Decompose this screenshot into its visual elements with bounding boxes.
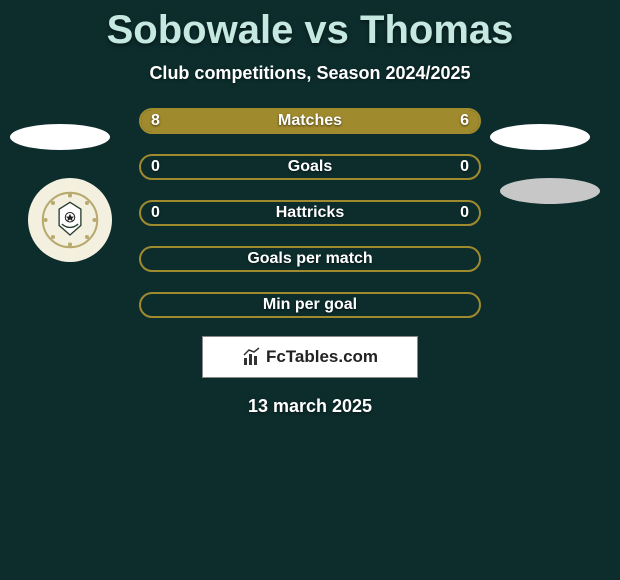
stat-value-right: 0 bbox=[460, 158, 469, 176]
stat-value-right: 0 bbox=[460, 204, 469, 222]
stat-value-right: 6 bbox=[460, 112, 469, 130]
player-badge-right-2 bbox=[500, 178, 600, 204]
stat-value-left: 8 bbox=[151, 112, 160, 130]
stat-label: Min per goal bbox=[263, 296, 357, 314]
page-title: Sobowale vs Thomas bbox=[0, 0, 620, 53]
player-badge-right-1 bbox=[490, 124, 590, 150]
stat-row-hattricks: Hattricks 0 0 bbox=[139, 200, 481, 226]
page-subtitle: Club competitions, Season 2024/2025 bbox=[0, 63, 620, 84]
club-crest-left bbox=[28, 178, 112, 262]
stat-row-matches: Matches 8 6 bbox=[139, 108, 481, 134]
brand-text: FcTables.com bbox=[266, 347, 378, 367]
stat-row-goals-per-match: Goals per match bbox=[139, 246, 481, 272]
player-badge-left-1 bbox=[10, 124, 110, 150]
stat-row-goals: Goals 0 0 bbox=[139, 154, 481, 180]
stat-value-left: 0 bbox=[151, 158, 160, 176]
stat-label: Matches bbox=[278, 112, 342, 130]
stats-container: Matches 8 6 Goals 0 0 Hattricks 0 0 Goals per mat… bbox=[139, 108, 481, 318]
stat-label: Goals bbox=[288, 158, 332, 176]
stat-fill-right bbox=[334, 110, 479, 132]
chart-icon bbox=[242, 347, 262, 367]
stat-label: Goals per match bbox=[247, 250, 372, 268]
brand-box[interactable]: FcTables.com bbox=[202, 336, 418, 378]
stat-label: Hattricks bbox=[276, 204, 344, 222]
stat-row-min-per-goal: Min per goal bbox=[139, 292, 481, 318]
stat-value-left: 0 bbox=[151, 204, 160, 222]
date-text: 13 march 2025 bbox=[0, 396, 620, 417]
